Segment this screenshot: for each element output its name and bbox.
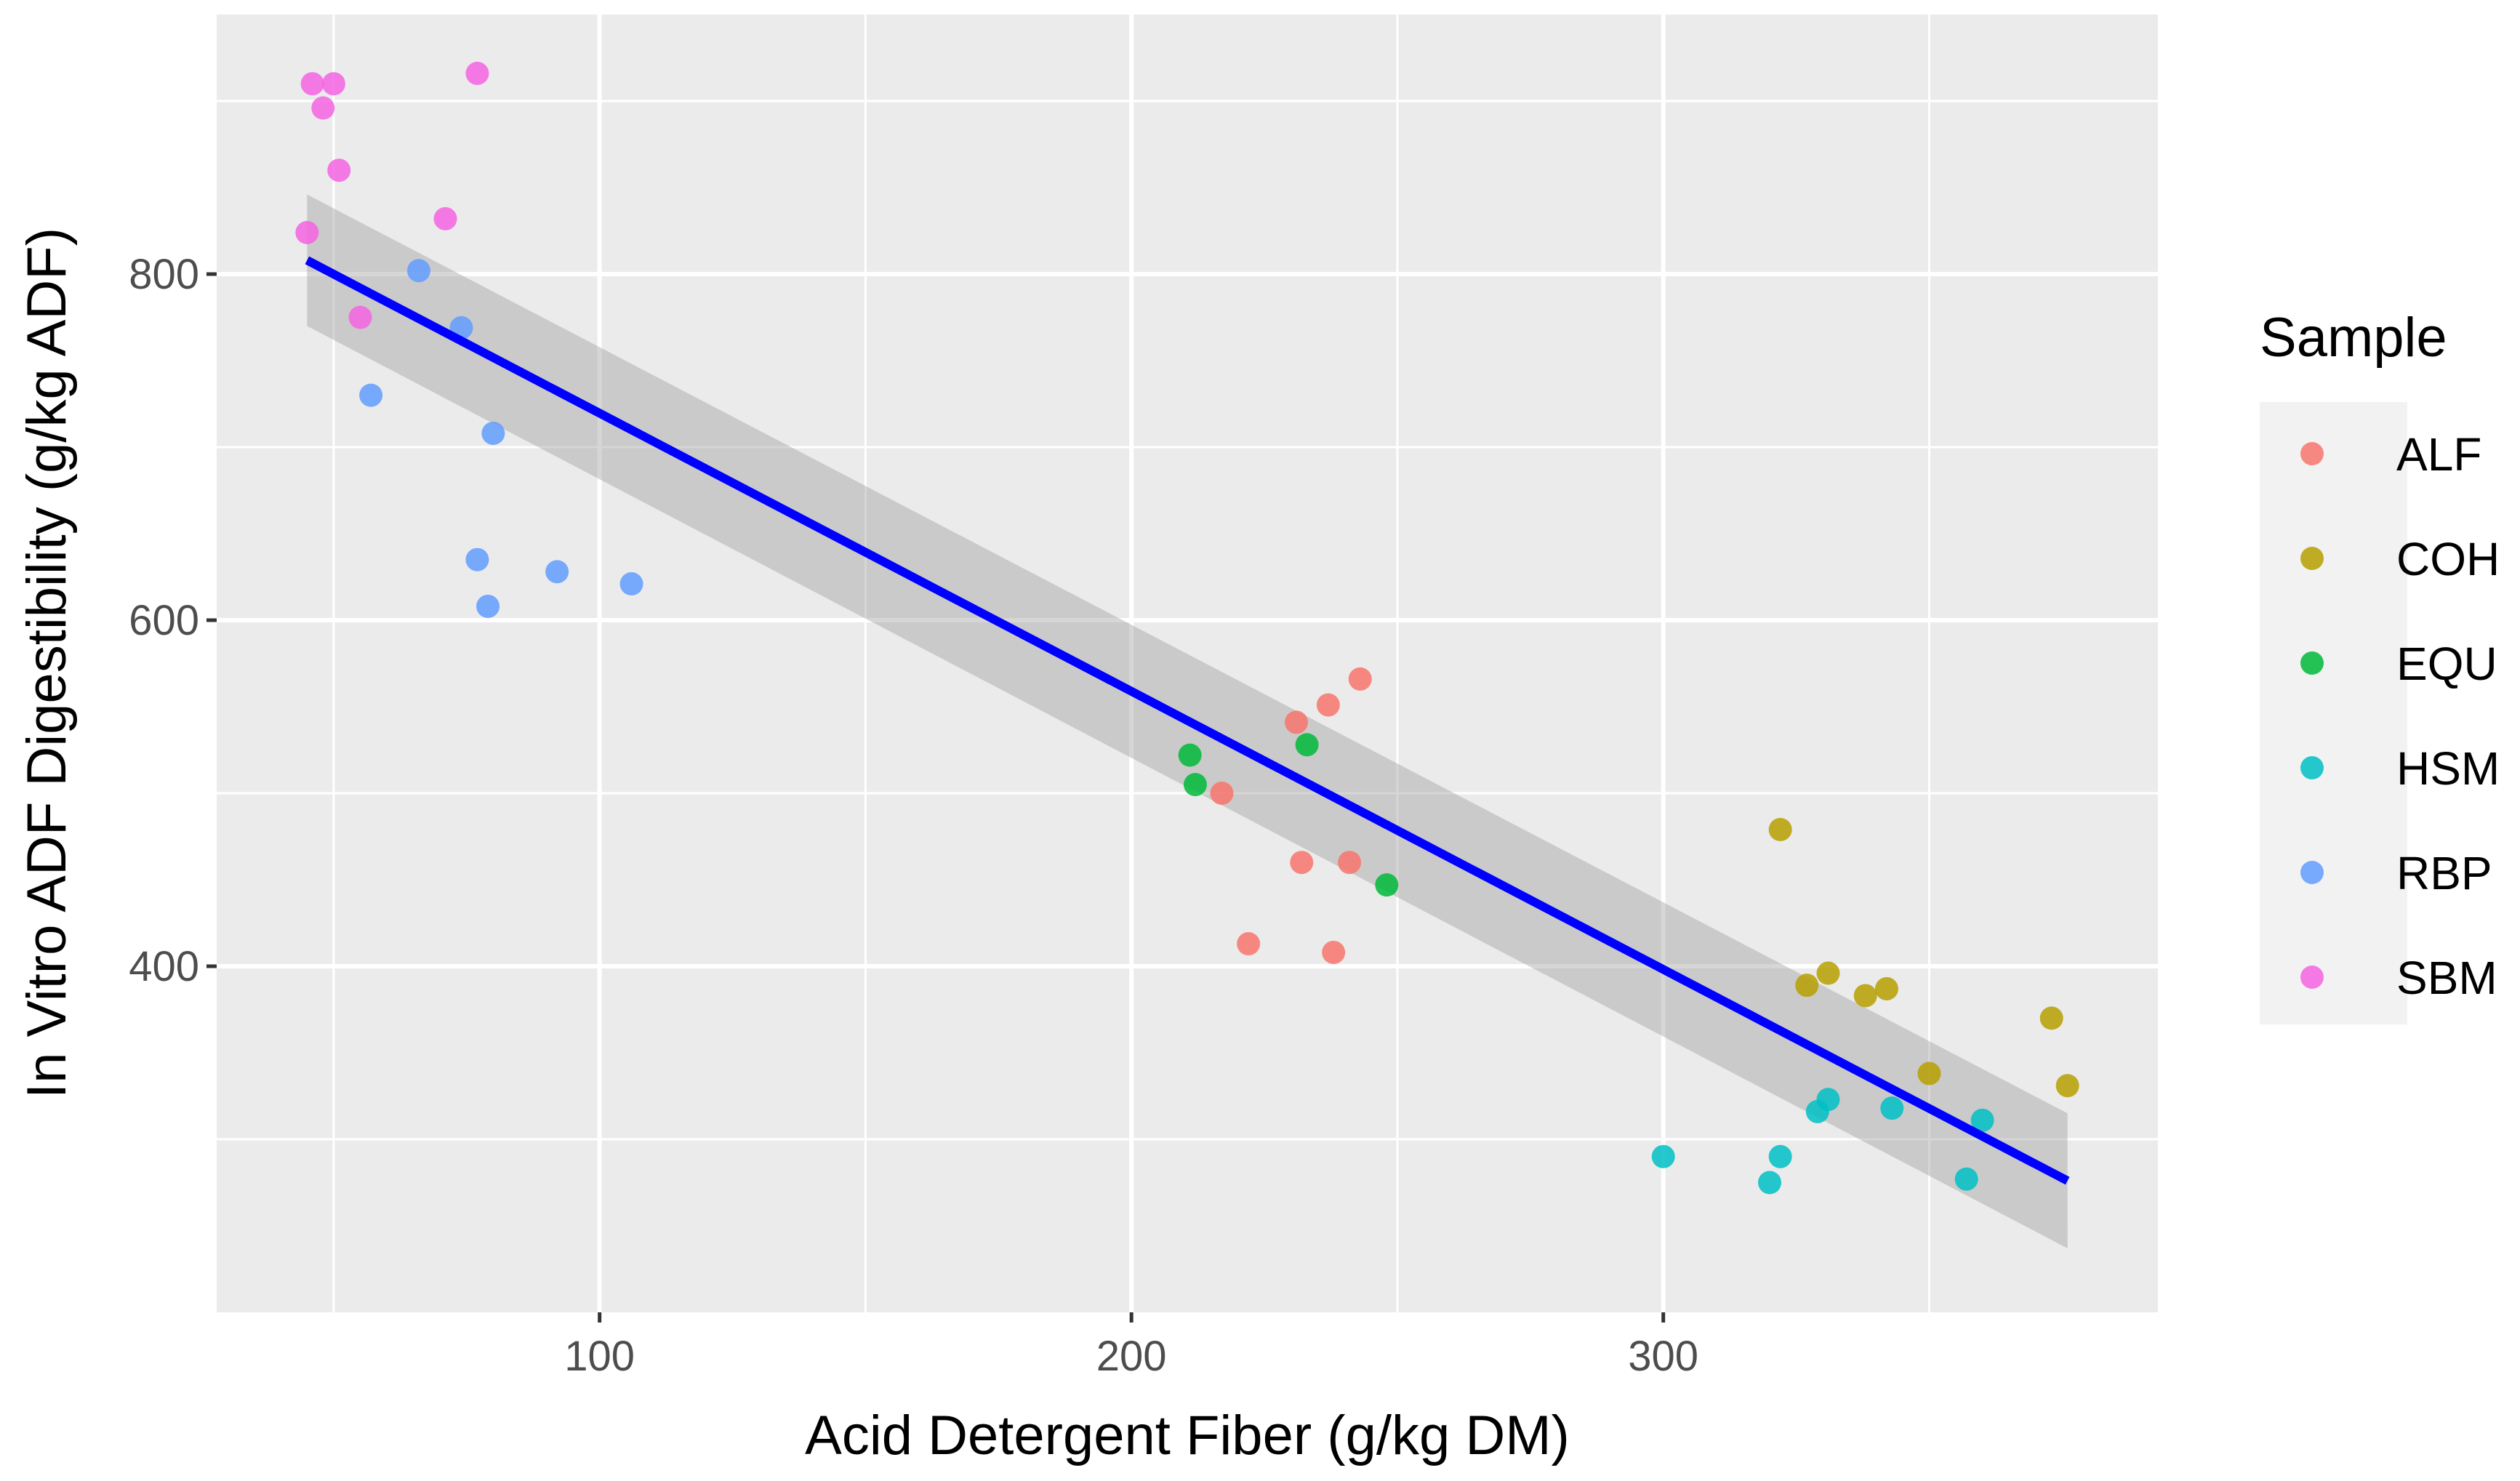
data-point-hsm [1816,1088,1840,1112]
data-point-sbm [311,96,335,120]
data-point-sbm [321,72,345,96]
legend-label-alf: ALF [2396,428,2481,481]
data-point-sbm [348,305,372,329]
x-tick-label: 100 [564,1333,635,1380]
x-axis-title: Acid Detergent Fiber (g/kg DM) [805,1405,1570,1466]
legend-key-sbm [2300,966,2324,989]
data-point-sbm [465,61,489,85]
tick-labels: 100 200 300 400 600 800 [129,251,1698,1380]
data-point-rbp [359,383,383,407]
data-point-alf [1322,940,1346,964]
y-axis-title: In Vitro ADF Digestibility (g/kg ADF) [16,228,78,1099]
data-point-sbm [300,72,324,96]
data-point-sbm [433,206,457,230]
data-point-coh [1917,1061,1941,1085]
y-tick-label: 800 [129,251,199,298]
legend-label-equ: EQU [2396,638,2497,690]
legend-key-hsm [2300,756,2324,779]
data-point-sbm [295,220,319,244]
legend: Sample ALF COH EQU HSM RBP SBM [2260,307,2500,1024]
legend-label-coh: COH [2396,533,2500,585]
data-point-hsm [1768,1144,1792,1168]
data-point-rbp [465,547,489,571]
data-point-rbp [476,594,500,618]
y-tick-label: 600 [129,597,199,644]
data-point-rbp [406,259,430,283]
data-point-alf [1338,851,1362,875]
data-point-coh [1795,974,1819,998]
data-point-equ [1295,733,1319,757]
axis-ticks [206,272,1666,1323]
data-point-equ [1178,743,1202,767]
data-point-coh [1816,961,1840,985]
legend-key-coh [2300,547,2324,570]
data-point-rbp [481,421,505,445]
data-point-alf [1284,710,1308,734]
data-point-coh [1768,817,1792,841]
data-point-alf [1237,932,1261,956]
data-point-hsm [1651,1144,1675,1168]
legend-label-sbm: SBM [2396,952,2497,1004]
data-point-equ [1183,773,1207,797]
legend-items: ALF COH EQU HSM RBP SBM [2300,428,2500,1004]
grid-minor [217,15,2158,1312]
x-tick-label: 300 [1628,1333,1698,1380]
data-point-alf [1316,693,1340,717]
legend-key-alf [2300,442,2324,465]
data-point-hsm [1954,1167,1978,1191]
x-tick-label: 200 [1096,1333,1167,1380]
legend-key-equ [2300,651,2324,675]
legend-key-background [2260,402,2407,1024]
data-point-hsm [1880,1096,1904,1120]
data-point-alf [1348,667,1372,691]
data-point-rbp [619,572,643,596]
data-point-equ [1375,873,1399,897]
data-point-alf [1290,851,1314,875]
data-point-hsm [1970,1108,1994,1132]
data-point-hsm [1758,1171,1781,1195]
data-point-coh [2055,1074,2079,1098]
regression-line-path [305,256,2070,1185]
data-point-coh [1874,976,1898,1000]
data-point-coh [1853,984,1877,1008]
y-tick-label: 400 [129,943,199,990]
legend-label-rbp: RBP [2396,847,2492,899]
regression-line [305,256,2070,1185]
legend-key-rbp [2300,861,2324,884]
data-points [295,61,2079,1195]
legend-title: Sample [2260,307,2447,369]
data-point-alf [1210,782,1234,805]
data-point-coh [2039,1006,2063,1030]
legend-label-hsm: HSM [2396,742,2500,795]
data-point-rbp [545,560,569,584]
data-point-sbm [327,158,351,182]
